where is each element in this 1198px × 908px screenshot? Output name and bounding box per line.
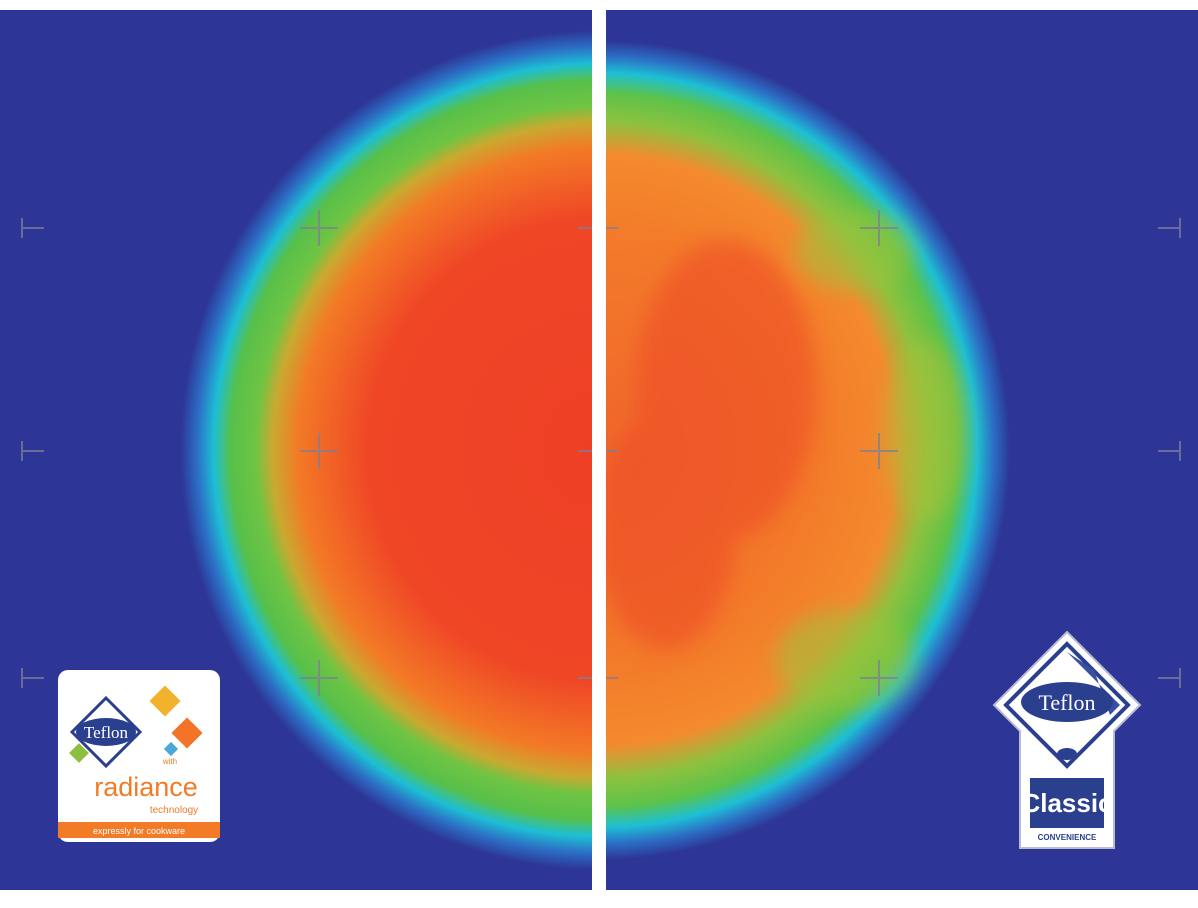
- right-thermal-panel: [606, 10, 1198, 890]
- left-thermal-panel: Teflon with radiance technology expressl…: [0, 10, 592, 890]
- left-logo-sub: technology: [150, 805, 198, 816]
- center-divider: [592, 0, 606, 908]
- left-heat-disc: [180, 30, 592, 870]
- right-crosshair-markers: [606, 210, 1181, 696]
- right-thermal-map: [606, 10, 1198, 890]
- left-crosshair-markers: [21, 210, 592, 696]
- right-logo-tier: Classic: [1021, 788, 1112, 818]
- right-logo-sub: CONVENIENCE: [1038, 833, 1097, 842]
- teflon-classic-logo: Teflon Classic CONVENIENCE: [992, 630, 1142, 849]
- left-logo-with: with: [162, 757, 177, 766]
- left-logo-product: radiance: [94, 772, 198, 802]
- left-logo-brand: Teflon: [84, 723, 129, 742]
- left-logo-tagline: expressly for cookware: [93, 826, 185, 836]
- teflon-radiance-logo: Teflon with radiance technology expressl…: [58, 670, 220, 842]
- right-logo-brand: Teflon: [1038, 690, 1095, 715]
- right-uneven-patches: [606, 210, 966, 710]
